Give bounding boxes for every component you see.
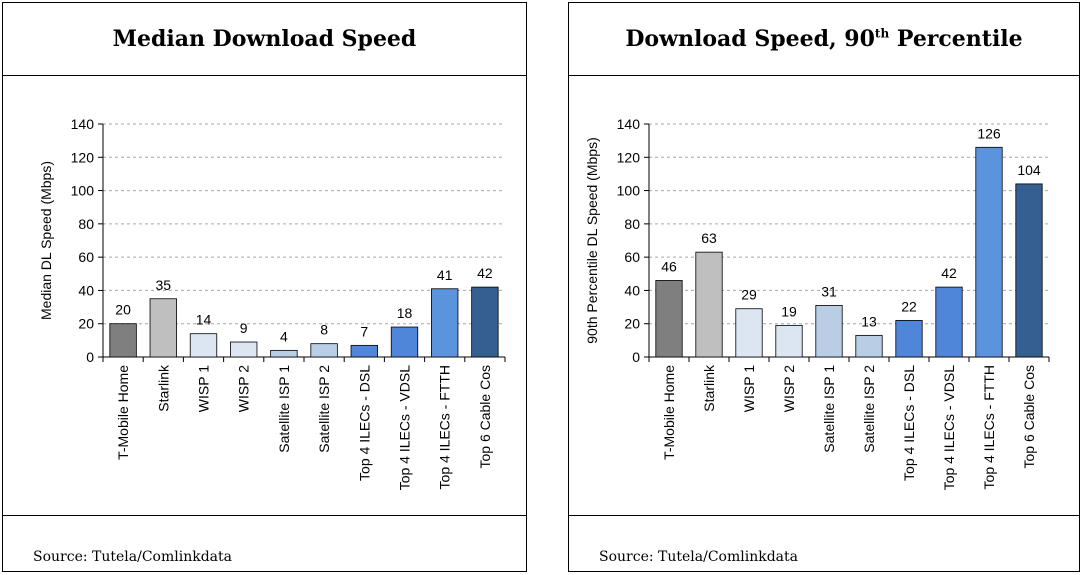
x-tick-label: Starlink bbox=[701, 364, 717, 412]
y-tick-label: 60 bbox=[78, 249, 94, 265]
x-tick-label: WISP 2 bbox=[781, 365, 797, 412]
x-tick-label: Top 4 ILECs - DSL bbox=[901, 365, 917, 481]
data-label: 14 bbox=[196, 312, 212, 328]
bar bbox=[895, 319, 923, 358]
data-label: 46 bbox=[661, 258, 677, 274]
chart-footer: Source: Tutela/Comlinkdata bbox=[569, 515, 1079, 571]
data-label: 4 bbox=[280, 328, 288, 344]
chart-title-text: Download Speed, 90th Percentile bbox=[625, 26, 1023, 52]
data-label: 31 bbox=[821, 283, 837, 299]
x-tick-label: Top 4 ILECs - FTTH bbox=[981, 365, 997, 489]
y-tick-label: 60 bbox=[624, 249, 640, 265]
bar bbox=[350, 344, 378, 358]
data-label: 29 bbox=[741, 287, 757, 303]
bar bbox=[975, 146, 1003, 358]
x-tick-label: Top 4 ILECs - DSL bbox=[356, 365, 372, 481]
y-tick-label: 40 bbox=[624, 282, 640, 298]
bar bbox=[390, 326, 419, 358]
data-label: 42 bbox=[477, 265, 493, 281]
bar bbox=[431, 288, 459, 358]
data-label: 104 bbox=[1017, 162, 1041, 178]
chart-panel-median: Median Download Speed 0 20 40 60 80 100 120 140… bbox=[2, 2, 527, 572]
x-tick-label: WISP 1 bbox=[196, 365, 212, 412]
x-tick-label: Satellite ISP 2 bbox=[861, 365, 877, 453]
bar bbox=[855, 334, 883, 358]
data-label: 9 bbox=[240, 320, 248, 336]
x-tick-label: T-Mobile Home bbox=[115, 365, 131, 460]
chart-title-text: Median Download Speed bbox=[112, 26, 417, 52]
y-tick-label: 80 bbox=[78, 216, 94, 232]
bar bbox=[735, 308, 763, 358]
x-tick-label: WISP 1 bbox=[741, 365, 757, 412]
y-tick-label: 120 bbox=[71, 149, 95, 165]
bar bbox=[1015, 183, 1043, 358]
bar bbox=[149, 298, 177, 358]
y-tick-label: 120 bbox=[617, 149, 641, 165]
chart-title-90th: Download Speed, 90th Percentile bbox=[569, 3, 1079, 76]
x-tick-label: Satellite ISP 2 bbox=[316, 365, 332, 453]
x-tick-label: Top 6 Cable Cos bbox=[477, 365, 493, 469]
bar bbox=[935, 286, 963, 358]
x-tick-label: Starlink bbox=[155, 364, 171, 412]
data-label: 13 bbox=[861, 313, 877, 329]
y-tick-label: 140 bbox=[617, 116, 641, 132]
y-tick-label: 100 bbox=[71, 183, 95, 199]
data-label: 63 bbox=[701, 230, 717, 246]
90th-percentile-speed-chart: 0 20 40 60 80 100 120 140 90th Percentile DL Spe… bbox=[584, 116, 1050, 490]
y-tick-label: 100 bbox=[617, 183, 641, 199]
bar bbox=[815, 305, 843, 358]
data-label: 18 bbox=[397, 305, 413, 321]
bar bbox=[310, 343, 338, 358]
data-label: 22 bbox=[901, 298, 917, 314]
x-tick-label: Top 4 ILECs - FTTH bbox=[437, 365, 453, 489]
data-label: 7 bbox=[360, 323, 368, 339]
x-tick-label: Top 4 ILECs - VDSL bbox=[397, 365, 413, 490]
title-superscript: th bbox=[874, 26, 890, 41]
y-tick-label: 20 bbox=[624, 316, 640, 332]
data-label: 41 bbox=[437, 267, 453, 283]
bar bbox=[471, 286, 499, 358]
bar bbox=[695, 251, 723, 358]
y-tick-label: 0 bbox=[632, 349, 640, 365]
y-tick-label: 140 bbox=[71, 116, 95, 132]
data-label: 19 bbox=[781, 303, 797, 319]
median-speed-chart: 0 20 40 60 80 100 120 140 Median DL Speed (Mbps)… bbox=[38, 116, 506, 490]
bar bbox=[655, 280, 683, 358]
x-tick-label: T-Mobile Home bbox=[661, 365, 677, 460]
y-tick-label: 80 bbox=[624, 216, 640, 232]
y-axis-label: Median DL Speed (Mbps) bbox=[38, 161, 54, 320]
y-tick-label: 0 bbox=[86, 349, 94, 365]
chart-title-median: Median Download Speed bbox=[3, 3, 526, 76]
x-tick-label: Top 6 Cable Cos bbox=[1021, 365, 1037, 469]
source-note: Source: Tutela/Comlinkdata bbox=[599, 549, 798, 565]
y-tick-label: 40 bbox=[78, 282, 94, 298]
chart-panel-90th: Download Speed, 90th Percentile 0 20 40 60 8… bbox=[568, 2, 1080, 572]
x-tick-label: Top 4 ILECs - VDSL bbox=[941, 365, 957, 490]
bar bbox=[109, 323, 137, 358]
bar bbox=[775, 324, 803, 358]
bar bbox=[230, 341, 258, 358]
x-tick-label: Satellite ISP 1 bbox=[821, 365, 837, 453]
source-note: Source: Tutela/Comlinkdata bbox=[33, 549, 232, 565]
data-label: 8 bbox=[320, 322, 328, 338]
x-tick-label: WISP 2 bbox=[236, 365, 252, 412]
y-axis-label: 90th Percentile DL Speed (Mbps) bbox=[584, 137, 600, 343]
bar bbox=[270, 349, 298, 358]
x-tick-label: Satellite ISP 1 bbox=[276, 365, 292, 453]
data-label: 20 bbox=[115, 302, 131, 318]
bar bbox=[189, 333, 218, 358]
data-label: 42 bbox=[941, 265, 957, 281]
data-label: 126 bbox=[977, 125, 1001, 141]
y-tick-label: 20 bbox=[78, 316, 94, 332]
chart-footer: Source: Tutela/Comlinkdata bbox=[3, 515, 526, 571]
data-label: 35 bbox=[156, 277, 172, 293]
